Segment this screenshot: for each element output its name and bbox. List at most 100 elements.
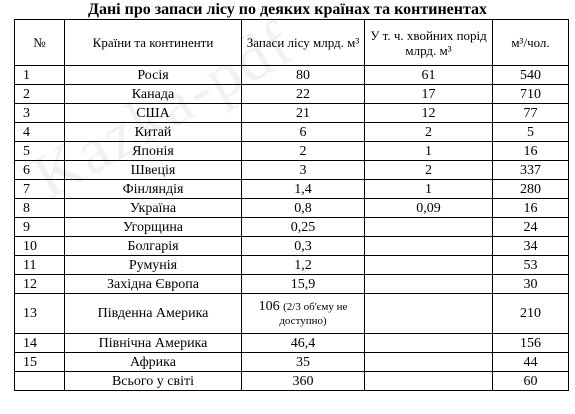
cell-num: 1: [14, 65, 65, 85]
total-name: Всього у світі: [64, 371, 242, 391]
cell-num: 14: [14, 333, 65, 353]
cell-per-capita: 16: [492, 141, 569, 161]
cell-per-capita: 24: [492, 217, 569, 237]
cell-conifer: [364, 352, 493, 372]
cell-name: Японія: [64, 141, 242, 161]
cell-num: 2: [14, 84, 65, 104]
cell-conifer: 0,09: [364, 198, 493, 218]
cell-reserves: 2: [241, 141, 365, 161]
cell-name: Угорщина: [64, 217, 242, 237]
cell-name: Канада: [64, 84, 242, 104]
table-row: 6 Швеція 3 2 337: [14, 160, 569, 180]
cell-reserves: 1,4: [241, 179, 365, 199]
table-row: 3 США 21 12 77: [14, 103, 569, 123]
header-per-capita: м³/чол.: [492, 19, 569, 66]
cell-conifer: 1: [364, 141, 493, 161]
total-conifer: [364, 371, 493, 391]
cell-num: 9: [14, 217, 65, 237]
cell-name: Африка: [64, 352, 242, 372]
cell-num: 7: [14, 179, 65, 199]
cell-name: Болгарія: [64, 236, 242, 256]
cell-reserves: 22: [241, 84, 365, 104]
cell-conifer: [364, 274, 493, 294]
total-per-capita: 60: [492, 371, 569, 391]
cell-per-capita: 156: [492, 333, 569, 353]
table-row: 8 Україна 0,8 0,09 16: [14, 198, 569, 218]
cell-reserves: 0,25: [241, 217, 365, 237]
table-row: 1 Росія 80 61 540: [14, 65, 569, 85]
cell-name: Росія: [64, 65, 242, 85]
cell-conifer: 2: [364, 122, 493, 142]
cell-reserves: 106 (2/3 об'єму не доступно): [241, 293, 365, 334]
header-conifer: У т. ч. хвойних порід млрд. м³: [364, 19, 493, 66]
cell-num: 12: [14, 274, 65, 294]
cell-reserves: 0,8: [241, 198, 365, 218]
cell-num: 13: [14, 293, 65, 334]
header-reserves: Запаси лісу млрд. м³: [241, 19, 365, 66]
cell-conifer: 1: [364, 179, 493, 199]
cell-per-capita: 34: [492, 236, 569, 256]
cell-name: Китай: [64, 122, 242, 142]
table-row: 12 Західна Європа 15,9 30: [14, 274, 569, 294]
cell-reserves: 0,3: [241, 236, 365, 256]
cell-conifer: [364, 236, 493, 256]
header-num: №: [14, 19, 65, 66]
cell-name: Фінляндія: [64, 179, 242, 199]
cell-per-capita: 53: [492, 255, 569, 275]
cell-per-capita: 540: [492, 65, 569, 85]
cell-per-capita: 280: [492, 179, 569, 199]
total-row: Всього у світі 360 60: [14, 371, 569, 391]
table-row: 14 Північна Америка 46,4 156: [14, 333, 569, 353]
cell-conifer: [364, 217, 493, 237]
cell-conifer: 12: [364, 103, 493, 123]
cell-name: Західна Європа: [64, 274, 242, 294]
cell-name: Швеція: [64, 160, 242, 180]
cell-reserves: 21: [241, 103, 365, 123]
cell-conifer: 17: [364, 84, 493, 104]
cell-conifer: 61: [364, 65, 493, 85]
table-row: 11 Румунія 1,2 53: [14, 255, 569, 275]
cell-name: США: [64, 103, 242, 123]
table-row: 2 Канада 22 17 710: [14, 84, 569, 104]
cell-per-capita: 710: [492, 84, 569, 104]
cell-reserves: 6: [241, 122, 365, 142]
cell-name: Південна Америка: [64, 293, 242, 334]
table-row: 15 Африка 35 44: [14, 352, 569, 372]
table-row: 7 Фінляндія 1,4 1 280: [14, 179, 569, 199]
total-num: [14, 371, 65, 391]
table-header-row: № Країни та континенти Запаси лісу млрд.…: [14, 19, 569, 66]
cell-per-capita: 16: [492, 198, 569, 218]
header-countries: Країни та континенти: [64, 19, 242, 66]
cell-reserves: 1,2: [241, 255, 365, 275]
cell-num: 3: [14, 103, 65, 123]
table-row: 10 Болгарія 0,3 34: [14, 236, 569, 256]
table-row: 9 Угорщина 0,25 24: [14, 217, 569, 237]
cell-conifer: [364, 333, 493, 353]
cell-conifer: 2: [364, 160, 493, 180]
cell-conifer: [364, 255, 493, 275]
cell-per-capita: 5: [492, 122, 569, 142]
total-reserves: 360: [241, 371, 365, 391]
table-row: 5 Японія 2 1 16: [14, 141, 569, 161]
table-row: 13 Південна Америка 106 (2/3 об'єму не дос…: [14, 293, 569, 334]
cell-name: Україна: [64, 198, 242, 218]
cell-conifer: [364, 293, 493, 334]
cell-reserves: 46,4: [241, 333, 365, 353]
cell-name: Румунія: [64, 255, 242, 275]
cell-name: Північна Америка: [64, 333, 242, 353]
cell-per-capita: 77: [492, 103, 569, 123]
cell-num: 5: [14, 141, 65, 161]
cell-per-capita: 44: [492, 352, 569, 372]
cell-num: 10: [14, 236, 65, 256]
table-title: Дані про запаси лісу по деяких країнах т…: [87, 1, 488, 18]
reserves-note: (2/3 об'єму не доступно): [279, 300, 348, 327]
cell-num: 8: [14, 198, 65, 218]
reserves-value: 106: [258, 298, 280, 314]
forest-reserves-table: № Країни та континенти Запаси лісу млрд.…: [14, 19, 569, 391]
cell-reserves: 3: [241, 160, 365, 180]
cell-per-capita: 337: [492, 160, 569, 180]
cell-num: 6: [14, 160, 65, 180]
table-row: 4 Китай 6 2 5: [14, 122, 569, 142]
cell-num: 4: [14, 122, 65, 142]
cell-reserves: 35: [241, 352, 365, 372]
